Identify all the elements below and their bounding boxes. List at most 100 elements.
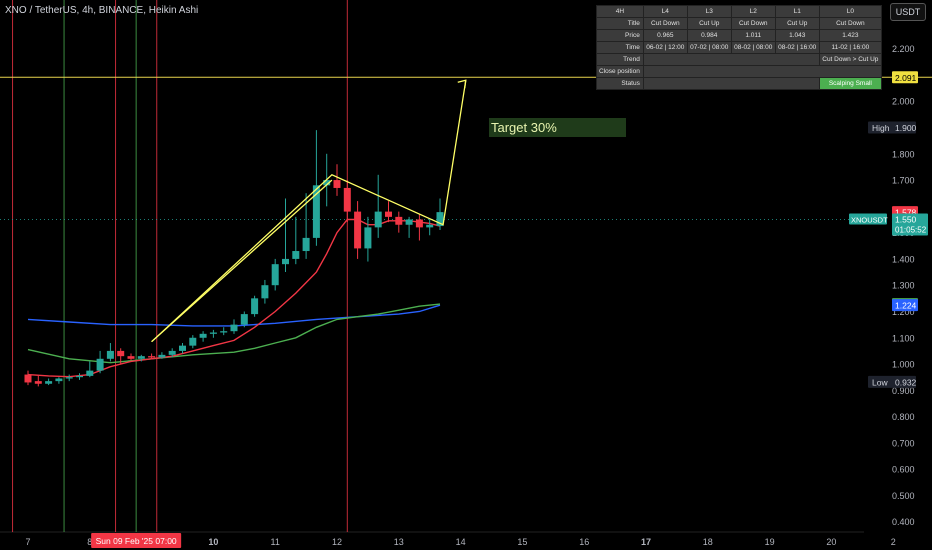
table-cell: 1.043: [774, 29, 820, 42]
candle-body: [354, 211, 362, 249]
candle-body: [168, 350, 176, 355]
candle: [415, 214, 423, 241]
candle-body: [240, 314, 248, 325]
table-cell: [642, 65, 883, 78]
symbol-name: XNOUSDT: [851, 215, 888, 224]
row-label: Close position: [596, 65, 644, 78]
x-tick-label: 10: [208, 537, 218, 547]
row-label: Title: [596, 17, 644, 30]
row-label: Time: [596, 41, 644, 54]
candle: [96, 350, 104, 374]
symbol-price-bg: [892, 213, 928, 236]
candle: [374, 174, 382, 238]
candle-body: [302, 237, 310, 252]
candle: [189, 335, 197, 349]
currency-button[interactable]: USDT: [890, 3, 926, 21]
candle: [354, 201, 362, 259]
candle-body: [271, 264, 279, 286]
y-tick-label: 1.300: [892, 281, 915, 291]
high-badge-bg: [868, 121, 916, 134]
candle-body: [220, 331, 228, 333]
symbol-name-bg: [849, 213, 887, 225]
candle: [148, 353, 156, 359]
candle: [45, 378, 53, 386]
x-tick-label: 11: [271, 537, 280, 547]
x-tick-label: 16: [579, 537, 589, 547]
y-tick-label: 0.400: [892, 517, 915, 527]
table-cell: 0.984: [686, 29, 732, 42]
y-tick-label: 2.000: [892, 97, 915, 107]
table-cell: Cut Down: [730, 17, 776, 30]
x-tick-label: 12: [332, 537, 342, 547]
candle: [168, 348, 176, 358]
table-row: Close position: [596, 65, 883, 78]
arrow-head-icon: [457, 79, 467, 89]
candle-body: [127, 356, 135, 359]
y-tick-label: 0.500: [892, 491, 915, 501]
table-row: Trend Cut Down > Cut Up: [596, 53, 883, 66]
y-tick-label: 2.200: [892, 44, 915, 54]
candle-body: [415, 219, 423, 228]
candle-body: [282, 258, 289, 265]
candle-body: [436, 212, 444, 227]
candle-body: [405, 219, 413, 225]
crosshair-date-label: Sun 09 Feb '25 07:00: [91, 533, 182, 548]
x-tick-label: 14: [456, 537, 466, 547]
candle-body: [189, 337, 197, 346]
candle-body: [34, 381, 42, 384]
candle-body: [65, 377, 73, 379]
x-tick-label: 13: [394, 537, 404, 547]
table-header-cell: L1: [774, 5, 820, 18]
y-tick-label: 0.700: [892, 438, 915, 448]
candle: [251, 295, 259, 317]
candle: [55, 377, 63, 384]
row-label: Trend: [596, 53, 644, 66]
candle-body: [179, 345, 186, 351]
table-cell: 08-02 | 16:00: [774, 41, 820, 54]
x-tick-label: 8: [87, 537, 92, 547]
low-badge-value: 0.932: [895, 377, 917, 387]
symbol-price: 1.550: [895, 214, 917, 224]
high-badge-value: 1.900: [895, 123, 917, 133]
candle: [199, 331, 207, 342]
table-cell: 07-02 | 08:00: [686, 41, 732, 54]
y-tick-label: 1.400: [892, 254, 915, 264]
candle: [209, 329, 217, 338]
x-tick-label: 19: [765, 537, 775, 547]
table-row: Status Scalping Small: [596, 77, 883, 90]
ma-slow-line: [27, 304, 441, 327]
signal-table-header: 4H L4 L3 L2 L1 L0: [596, 5, 883, 18]
candle: [34, 375, 42, 387]
target-annotation[interactable]: Target 30%: [489, 118, 626, 137]
candle: [137, 354, 145, 362]
price-badge-text: 1.578: [895, 208, 917, 218]
candle: [436, 198, 444, 231]
candle-body: [230, 324, 238, 332]
x-tick-label: 20: [826, 537, 836, 547]
table-cell: [642, 53, 820, 66]
candle: [106, 343, 114, 362]
candle: [405, 216, 413, 238]
candle: [24, 370, 32, 386]
candle: [261, 279, 269, 304]
y-tick-label: 1.700: [892, 176, 915, 186]
candle-body: [261, 285, 269, 299]
candle: [65, 374, 73, 382]
symbol-header[interactable]: XNO / TetherUS, 4h, BINANCE, Heikin Ashi: [5, 5, 199, 16]
low-badge-bg: [868, 375, 916, 388]
y-tick-label: 1.000: [892, 360, 915, 370]
table-header-cell: L0: [818, 5, 883, 18]
candle-body: [426, 224, 434, 228]
table-cell: Cut Down: [642, 17, 688, 30]
y-tick-label: 1.800: [892, 149, 915, 159]
candle-body: [374, 211, 382, 228]
candle-body: [395, 216, 403, 225]
candle-body: [199, 333, 207, 338]
candle: [302, 193, 310, 259]
y-tick-label: 0.600: [892, 465, 915, 475]
candle: [333, 164, 341, 196]
candle: [220, 327, 228, 336]
